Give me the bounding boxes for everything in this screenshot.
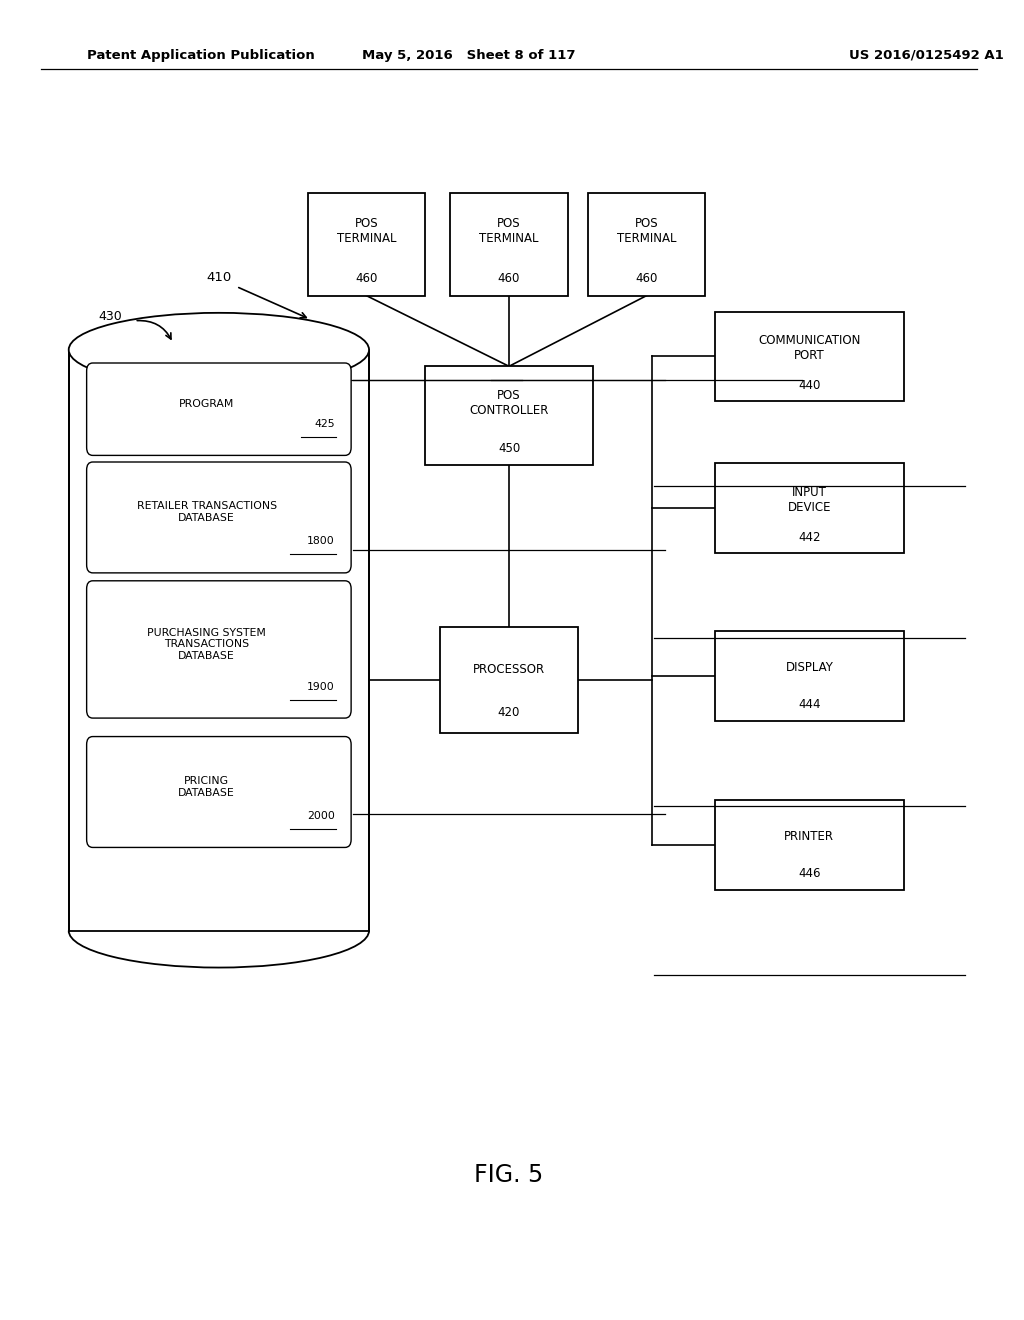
Text: 446: 446	[798, 867, 820, 880]
Text: 1800: 1800	[307, 536, 335, 546]
FancyBboxPatch shape	[87, 363, 351, 455]
Ellipse shape	[69, 313, 369, 387]
Text: 430: 430	[98, 310, 122, 323]
Bar	[715, 463, 903, 553]
Text: RETAILER TRANSACTIONS
DATABASE: RETAILER TRANSACTIONS DATABASE	[136, 502, 276, 523]
Text: POS
TERMINAL: POS TERMINAL	[337, 216, 396, 246]
Text: PRINTER: PRINTER	[784, 830, 835, 843]
Text: 425: 425	[314, 418, 335, 429]
Bar	[425, 366, 593, 465]
Bar	[308, 193, 425, 296]
Text: 442: 442	[798, 531, 820, 544]
Bar	[715, 312, 903, 401]
Text: 420: 420	[498, 706, 520, 719]
Text: PURCHASING SYSTEM
TRANSACTIONS
DATABASE: PURCHASING SYSTEM TRANSACTIONS DATABASE	[147, 627, 266, 661]
Bar	[715, 631, 903, 721]
Bar	[440, 627, 578, 733]
FancyBboxPatch shape	[87, 462, 351, 573]
Text: Patent Application Publication: Patent Application Publication	[87, 49, 314, 62]
Text: COMMUNICATION
PORT: COMMUNICATION PORT	[758, 334, 860, 363]
Text: 440: 440	[798, 379, 820, 392]
Text: 460: 460	[355, 272, 378, 285]
Bar	[715, 800, 903, 890]
Text: POS
TERMINAL: POS TERMINAL	[479, 216, 539, 246]
Bar	[588, 193, 705, 296]
Text: May 5, 2016   Sheet 8 of 117: May 5, 2016 Sheet 8 of 117	[361, 49, 575, 62]
Text: 460: 460	[498, 272, 520, 285]
Text: 2000: 2000	[307, 810, 335, 821]
Text: PROGRAM: PROGRAM	[179, 399, 234, 409]
Text: 460: 460	[635, 272, 657, 285]
Bar	[69, 350, 369, 931]
Text: POS
CONTROLLER: POS CONTROLLER	[469, 388, 549, 417]
Text: FIG. 5: FIG. 5	[474, 1163, 544, 1187]
Text: 450: 450	[498, 442, 520, 455]
Text: 410: 410	[206, 271, 231, 284]
Text: 1900: 1900	[307, 681, 335, 692]
Text: US 2016/0125492 A1: US 2016/0125492 A1	[849, 49, 1004, 62]
Text: PRICING
DATABASE: PRICING DATABASE	[178, 776, 236, 797]
FancyBboxPatch shape	[87, 581, 351, 718]
Bar	[451, 193, 567, 296]
Text: DISPLAY: DISPLAY	[785, 661, 834, 675]
FancyBboxPatch shape	[87, 737, 351, 847]
Text: POS
TERMINAL: POS TERMINAL	[616, 216, 676, 246]
Text: 444: 444	[798, 698, 820, 711]
Text: INPUT
DEVICE: INPUT DEVICE	[787, 486, 831, 515]
Text: PROCESSOR: PROCESSOR	[473, 663, 545, 676]
